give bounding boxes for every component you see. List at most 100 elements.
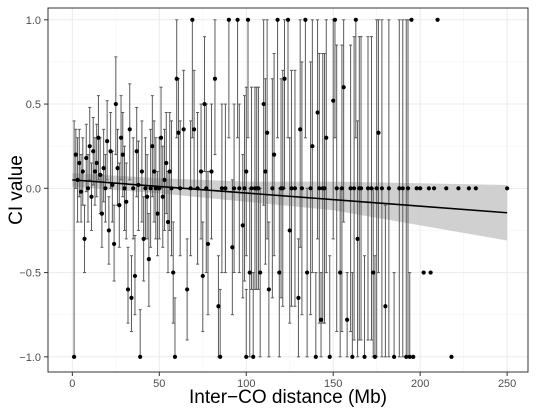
data-point bbox=[374, 186, 379, 191]
data-point bbox=[318, 317, 324, 322]
data-point bbox=[115, 165, 120, 171]
data-point bbox=[282, 76, 287, 81]
data-point bbox=[285, 17, 291, 22]
data-point bbox=[334, 186, 339, 191]
regression-line bbox=[72, 179, 508, 214]
data-point bbox=[348, 186, 353, 191]
data-point bbox=[456, 186, 461, 191]
data-point bbox=[245, 17, 251, 22]
data-point bbox=[308, 186, 313, 191]
data-point bbox=[409, 17, 414, 22]
data-point bbox=[78, 189, 84, 194]
data-point bbox=[332, 17, 338, 22]
data-point bbox=[82, 236, 87, 241]
data-point bbox=[198, 169, 204, 174]
data-point bbox=[212, 76, 218, 81]
data-point bbox=[351, 186, 357, 191]
data-point bbox=[263, 169, 268, 174]
data-point bbox=[148, 186, 153, 191]
data-point bbox=[73, 152, 78, 157]
data-point bbox=[124, 199, 129, 204]
data-point bbox=[428, 270, 433, 275]
data-point bbox=[258, 270, 263, 275]
axis-ticks: 0 50 100 150 200 250 −1.0 −0.5 0.0 0.5 1.0 bbox=[19, 15, 516, 390]
data-point bbox=[195, 186, 200, 191]
x-tick-label: 100 bbox=[237, 378, 255, 390]
data-point bbox=[242, 186, 247, 191]
data-point bbox=[185, 287, 190, 292]
y-tick-label: 1.0 bbox=[26, 15, 41, 27]
data-point bbox=[230, 245, 235, 250]
data-point bbox=[265, 130, 270, 135]
data-point bbox=[141, 236, 146, 241]
data-point bbox=[339, 186, 345, 191]
data-point bbox=[270, 186, 275, 191]
data-point bbox=[444, 186, 449, 191]
data-point bbox=[157, 186, 162, 191]
data-points bbox=[71, 17, 510, 359]
data-point bbox=[167, 169, 172, 174]
x-tick-label: 50 bbox=[153, 378, 165, 390]
y-tick-label: 0.0 bbox=[26, 183, 41, 195]
data-point bbox=[431, 186, 437, 191]
data-point bbox=[165, 219, 171, 225]
data-point bbox=[106, 228, 111, 233]
data-point bbox=[99, 211, 105, 216]
data-point bbox=[205, 241, 211, 247]
data-point bbox=[353, 17, 358, 22]
data-point bbox=[322, 186, 327, 191]
data-point bbox=[134, 149, 139, 154]
data-point bbox=[310, 144, 315, 149]
data-point bbox=[414, 186, 419, 191]
data-point bbox=[136, 182, 141, 188]
data-point bbox=[383, 304, 388, 309]
data-point bbox=[338, 270, 343, 275]
data-point bbox=[426, 186, 431, 191]
data-point bbox=[218, 354, 223, 359]
data-point bbox=[341, 85, 346, 90]
data-point bbox=[435, 17, 440, 22]
data-point bbox=[108, 149, 113, 154]
data-point bbox=[407, 354, 412, 359]
regression-line-layer bbox=[72, 179, 508, 214]
data-point bbox=[151, 169, 157, 174]
data-point bbox=[94, 160, 99, 166]
data-point bbox=[158, 135, 164, 140]
data-point bbox=[277, 270, 282, 275]
data-point bbox=[178, 186, 183, 191]
data-point bbox=[125, 287, 131, 292]
x-tick-label: 250 bbox=[498, 378, 516, 390]
data-point bbox=[298, 127, 303, 132]
data-point bbox=[345, 317, 350, 322]
data-point bbox=[169, 186, 174, 191]
data-point bbox=[376, 130, 381, 135]
data-point bbox=[405, 186, 411, 191]
data-point bbox=[355, 236, 360, 241]
y-tick-label: 0.5 bbox=[26, 99, 41, 111]
data-point bbox=[132, 273, 138, 279]
data-point bbox=[138, 354, 143, 359]
data-point bbox=[122, 186, 127, 191]
data-point bbox=[331, 98, 336, 103]
data-point bbox=[372, 354, 378, 359]
data-point bbox=[164, 160, 169, 166]
data-point bbox=[244, 354, 249, 359]
data-point bbox=[118, 135, 124, 140]
data-point bbox=[275, 17, 280, 22]
data-point bbox=[244, 169, 249, 174]
data-point bbox=[280, 186, 285, 191]
data-point bbox=[120, 152, 125, 157]
data-point bbox=[240, 223, 245, 228]
data-point bbox=[271, 152, 277, 157]
data-point bbox=[249, 186, 254, 191]
data-point bbox=[237, 186, 242, 191]
x-tick-label: 200 bbox=[411, 378, 429, 390]
data-point bbox=[292, 186, 298, 191]
data-point bbox=[176, 130, 181, 135]
data-point bbox=[251, 354, 256, 359]
data-point bbox=[145, 194, 150, 199]
data-point bbox=[162, 177, 167, 182]
data-point bbox=[358, 186, 364, 191]
data-point bbox=[421, 270, 426, 275]
